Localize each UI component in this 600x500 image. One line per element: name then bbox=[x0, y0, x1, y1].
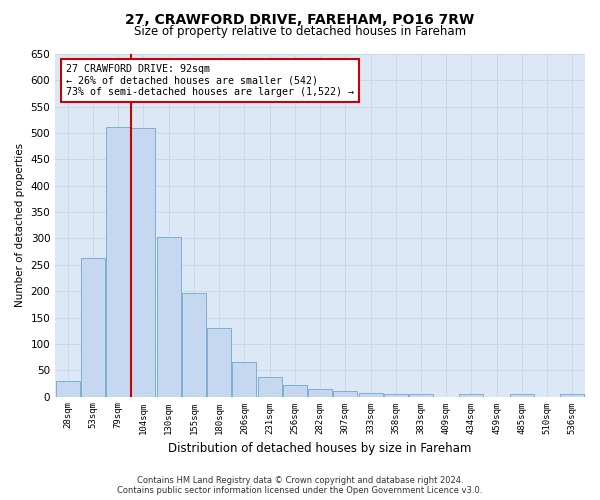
Bar bbox=[131, 128, 155, 396]
Bar bbox=[384, 394, 408, 396]
Text: Contains HM Land Registry data © Crown copyright and database right 2024.
Contai: Contains HM Land Registry data © Crown c… bbox=[118, 476, 482, 495]
Bar bbox=[157, 238, 181, 396]
Bar bbox=[182, 292, 206, 397]
Bar bbox=[409, 394, 433, 396]
Bar bbox=[308, 388, 332, 396]
Text: 27 CRAWFORD DRIVE: 92sqm
← 26% of detached houses are smaller (542)
73% of semi-: 27 CRAWFORD DRIVE: 92sqm ← 26% of detach… bbox=[66, 64, 354, 98]
Bar bbox=[460, 394, 484, 396]
Bar bbox=[106, 126, 130, 396]
Bar bbox=[510, 394, 534, 396]
X-axis label: Distribution of detached houses by size in Fareham: Distribution of detached houses by size … bbox=[169, 442, 472, 455]
Bar bbox=[56, 380, 80, 396]
Bar bbox=[81, 258, 105, 396]
Bar bbox=[560, 394, 584, 396]
Text: 27, CRAWFORD DRIVE, FAREHAM, PO16 7RW: 27, CRAWFORD DRIVE, FAREHAM, PO16 7RW bbox=[125, 12, 475, 26]
Bar bbox=[359, 394, 383, 396]
Bar bbox=[232, 362, 256, 396]
Bar bbox=[257, 377, 281, 396]
Bar bbox=[207, 328, 231, 396]
Text: Size of property relative to detached houses in Fareham: Size of property relative to detached ho… bbox=[134, 25, 466, 38]
Bar bbox=[283, 385, 307, 396]
Bar bbox=[334, 392, 357, 396]
Y-axis label: Number of detached properties: Number of detached properties bbox=[15, 143, 25, 308]
